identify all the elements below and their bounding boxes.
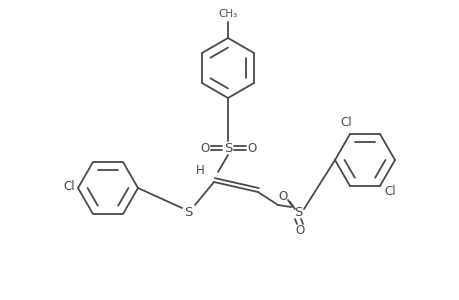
Text: Cl: Cl	[63, 179, 75, 193]
Text: O: O	[200, 142, 209, 154]
Text: H: H	[195, 164, 204, 176]
Text: S: S	[224, 142, 232, 154]
Text: Cl: Cl	[340, 116, 351, 128]
Text: CH₃: CH₃	[218, 9, 237, 19]
Text: O: O	[295, 224, 304, 236]
Text: O: O	[247, 142, 256, 154]
Text: O: O	[278, 190, 287, 203]
Text: Cl: Cl	[383, 185, 395, 199]
Text: S: S	[184, 206, 192, 220]
Text: S: S	[293, 206, 302, 218]
